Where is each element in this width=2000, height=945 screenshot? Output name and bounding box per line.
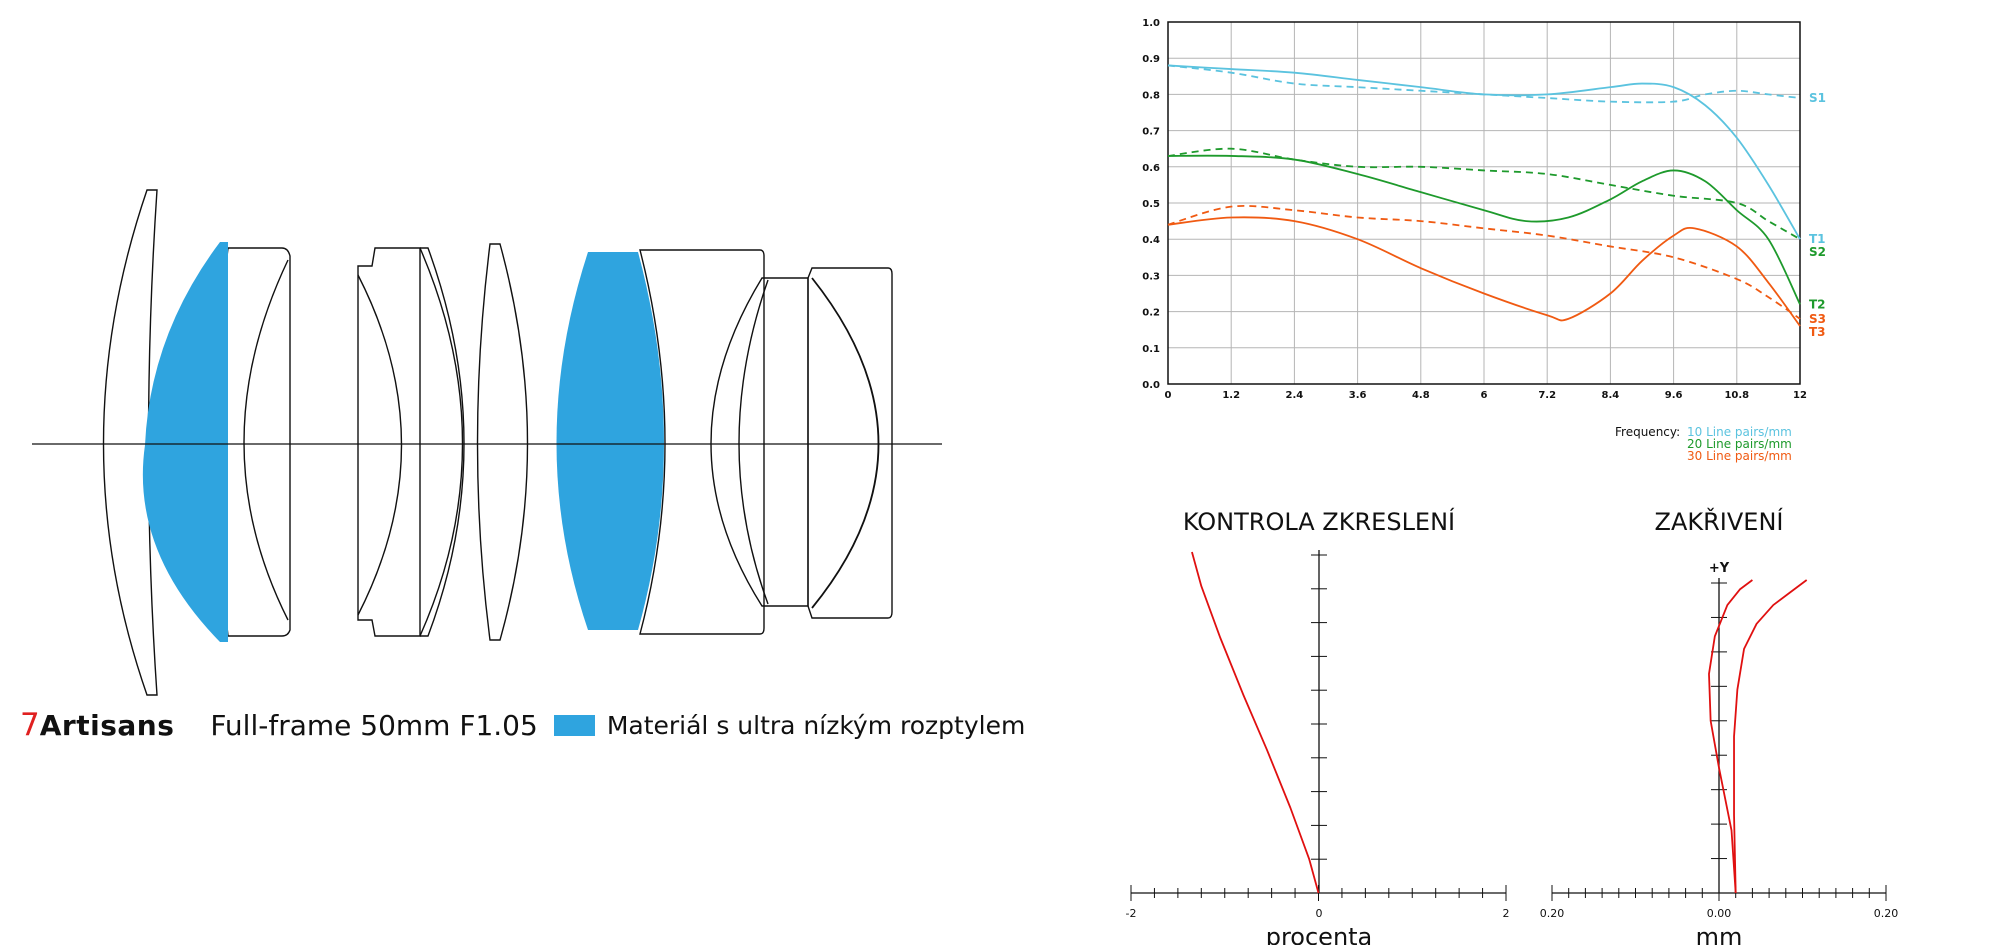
series-line-t1 [1167, 64, 1801, 240]
x-tick-label: 9.6 [1665, 390, 1683, 401]
lens-element-10 [807, 267, 893, 619]
series-line-t2 [1167, 154, 1801, 305]
x-tick-label: 1.2 [1222, 390, 1240, 401]
y-tick-label: 0.9 [1142, 54, 1160, 65]
aberration-charts: KONTROLA ZKRESLENÍ -2 0 2 procenta ZAKŘIVENÍ 0… [1126, 507, 1899, 945]
aberration-curve [1708, 579, 1753, 894]
lens-construction-diagram [32, 189, 942, 696]
x-tick-label: 0 [1165, 390, 1172, 401]
brand-logo-seven: 7 [20, 707, 40, 743]
x-tick-label: 6 [1481, 390, 1488, 401]
lens-element-8 [639, 249, 765, 635]
x-tick-label: 4.8 [1412, 390, 1430, 401]
curve-label-s1: S1 [1809, 91, 1826, 105]
y-tick-label: 0.2 [1142, 308, 1160, 319]
x-tick-label: 8.4 [1602, 390, 1620, 401]
y-tick-label: 0.6 [1142, 163, 1160, 174]
lens-element-5 [419, 247, 464, 637]
lens-diagram-panel: 7 Artisans Full-frame 50mm F1.05 Materiá… [20, 189, 1025, 743]
lens-caption: 7 Artisans Full-frame 50mm F1.05 Materiá… [20, 705, 1025, 745]
curve-label-t3: T3 [1809, 325, 1826, 339]
lens-element-1 [102, 189, 158, 696]
y-tick-label: 0.7 [1142, 127, 1160, 138]
curve-label-s2: S2 [1809, 245, 1826, 259]
x-tick-label: 2.4 [1286, 390, 1304, 401]
x-tick-label: 0.20 [1540, 907, 1565, 920]
aberration-curve [1191, 551, 1320, 894]
lens-element-6 [476, 243, 529, 641]
x-tick-label: 0 [1316, 907, 1323, 920]
panel-title: ZAKŘIVENÍ [1655, 507, 1784, 536]
aberration-curve [1733, 579, 1808, 894]
y-tick-label: 1.0 [1142, 18, 1160, 29]
series-line-t3 [1167, 216, 1801, 327]
x-tick-label: 0.20 [1874, 907, 1899, 920]
lens-element-3-inner [243, 259, 289, 621]
legend-swatch [553, 714, 595, 736]
y-axis-label: +Y [1709, 561, 1730, 576]
legend-label: Materiál s ultra nízkým rozptylem [606, 710, 1026, 740]
x-tick-label: 3.6 [1349, 390, 1367, 401]
lens-element-4 [357, 247, 421, 637]
x-tick-label: 7.2 [1538, 390, 1556, 401]
y-tick-label: 0.1 [1142, 344, 1160, 355]
y-tick-label: 0.8 [1142, 90, 1160, 101]
x-tick-label: 12 [1793, 390, 1807, 401]
x-tick-label: 2 [1503, 907, 1510, 920]
legend-entry: 10 Line pairs/mm [1687, 425, 1792, 439]
y-tick-label: 0.4 [1142, 235, 1160, 246]
plot-frame [1167, 21, 1801, 385]
curve-label-t1: T1 [1809, 232, 1826, 246]
series-line-s3 [1167, 205, 1801, 320]
mtf-chart: 0 1.2 2.4 3.6 4.8 6 7.2 8.4 9.6 10.8 12 0.0 0.1 0.2 0.… [1142, 18, 1826, 463]
curve-label-t2: T2 [1809, 297, 1826, 311]
x-axis-label: mm [1696, 923, 1743, 945]
low-dispersion-element-1 [142, 242, 228, 642]
lens-element-9 [710, 277, 809, 607]
x-axis-label: procenta [1266, 923, 1373, 945]
panel-title: KONTROLA ZKRESLENÍ [1183, 507, 1455, 536]
legend-title: Frequency: [1615, 425, 1680, 439]
series-line-s2 [1167, 147, 1801, 240]
lens-model-title: Full-frame 50mm F1.05 [210, 708, 538, 742]
legend-entry: 30 Line pairs/mm [1687, 449, 1792, 463]
lens-element-10-inner [811, 277, 880, 609]
y-tick-label: 0.5 [1142, 199, 1160, 210]
x-tick-label: 0.00 [1707, 907, 1732, 920]
lens-element-4-inner [357, 274, 403, 616]
x-tick-label: -2 [1126, 907, 1137, 920]
curve-label-s3: S3 [1809, 312, 1826, 326]
y-tick-label: 0.0 [1142, 380, 1160, 391]
brand-logo-name: Artisans [39, 708, 175, 742]
legend-entry: 20 Line pairs/mm [1687, 437, 1792, 451]
y-tick-label: 0.3 [1142, 271, 1160, 282]
x-tick-label: 10.8 [1724, 390, 1749, 401]
low-dispersion-element-2 [556, 252, 664, 630]
